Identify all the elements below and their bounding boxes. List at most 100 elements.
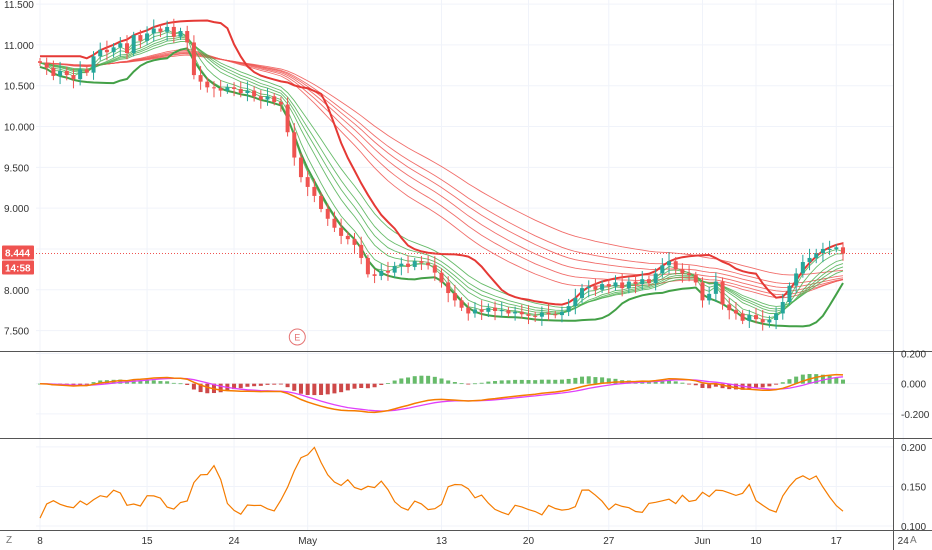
- histogram-bar: [238, 383, 243, 389]
- candle-body: [439, 272, 444, 283]
- candle-body: [44, 62, 49, 68]
- slow-ema-line: [39, 54, 844, 276]
- oscillator-pane: [37, 373, 846, 414]
- histogram-bar: [158, 381, 163, 384]
- candle-body: [526, 314, 531, 316]
- candle-body: [794, 273, 799, 286]
- axis-tick-label: 0.000: [901, 380, 926, 391]
- histogram-bar: [392, 380, 397, 384]
- histogram-bar: [359, 383, 364, 389]
- histogram-bar: [419, 375, 424, 384]
- date-tick-label: 10: [750, 536, 762, 547]
- histogram-bar: [439, 378, 444, 384]
- histogram-bar: [774, 383, 779, 385]
- candle-body: [827, 248, 832, 250]
- candle-body: [191, 42, 196, 76]
- candle-body: [104, 49, 109, 53]
- histogram-bar: [84, 383, 89, 385]
- candle-body: [546, 312, 551, 315]
- histogram-bar: [399, 378, 404, 384]
- candle-body: [727, 304, 732, 311]
- candle-body: [198, 75, 203, 82]
- histogram-bar: [707, 383, 712, 389]
- histogram-bar: [98, 380, 103, 384]
- candle-body: [780, 302, 785, 314]
- histogram-bar: [185, 383, 190, 385]
- histogram-bar: [138, 380, 143, 384]
- histogram-bar: [673, 381, 678, 384]
- candle-body: [446, 282, 451, 294]
- slow-ema-line: [39, 53, 844, 284]
- candle-body: [379, 271, 384, 276]
- histogram-bar: [519, 379, 524, 384]
- histogram-bar: [606, 378, 611, 384]
- histogram-bar: [205, 383, 210, 394]
- candle-body: [58, 71, 63, 76]
- price-axis: 11.50011.00010.50010.0009.5009.0008.5008…: [2, 0, 930, 533]
- histogram-bar: [586, 376, 591, 384]
- histogram-bar: [700, 383, 705, 388]
- date-tick-label: 15: [142, 536, 154, 547]
- histogram-bar: [546, 379, 551, 384]
- histogram-bar: [332, 383, 337, 394]
- candle-body: [385, 271, 390, 273]
- candle-body: [593, 286, 598, 290]
- histogram-bar: [646, 382, 651, 384]
- histogram-bar: [151, 380, 156, 384]
- histogram-bar: [452, 382, 457, 384]
- candle-body: [332, 218, 337, 228]
- histogram-bar: [667, 380, 672, 384]
- histogram-bar: [352, 383, 357, 389]
- candle-body: [232, 87, 237, 89]
- candle-body: [693, 275, 698, 283]
- candle-body: [245, 90, 250, 94]
- candle-body: [312, 186, 317, 196]
- histogram-bar: [305, 383, 310, 395]
- candle-body: [760, 319, 765, 323]
- histogram-bar: [278, 383, 283, 385]
- histogram-bar: [292, 383, 297, 391]
- candle-body: [185, 31, 190, 43]
- histogram-bar: [653, 381, 658, 384]
- histogram-bar: [513, 379, 518, 384]
- histogram-bar: [814, 374, 819, 384]
- candle-body: [131, 35, 136, 54]
- candle-body: [178, 31, 183, 37]
- histogram-bar: [566, 378, 571, 384]
- candle-body: [352, 239, 357, 245]
- candle-body: [165, 26, 170, 32]
- histogram-bar: [539, 379, 544, 384]
- candle-body: [298, 157, 303, 178]
- corner-right-label[interactable]: A: [910, 535, 917, 546]
- candle-body: [479, 309, 484, 312]
- date-tick-label: Jun: [694, 536, 710, 547]
- candle-body: [566, 306, 571, 312]
- volatility-line: [39, 446, 844, 519]
- candle-body: [807, 257, 812, 263]
- candle-body: [372, 274, 377, 276]
- candle-body: [399, 263, 404, 267]
- candle-body: [626, 281, 631, 289]
- histogram-bar: [479, 382, 484, 384]
- countdown-badge: [2, 260, 34, 275]
- candle-body: [258, 96, 263, 100]
- candle-body: [432, 265, 437, 273]
- candle-body: [218, 88, 223, 91]
- volatility-pane: [39, 446, 844, 519]
- candle-body: [285, 104, 290, 133]
- corner-left-label[interactable]: Z: [6, 535, 12, 546]
- histogram-bar: [345, 383, 350, 391]
- candle-body: [265, 96, 270, 100]
- histogram-bar: [780, 382, 785, 384]
- candle-body: [834, 247, 839, 249]
- axis-tick-label: -0.200: [901, 410, 930, 421]
- candle-body: [606, 284, 611, 287]
- candle-body: [158, 28, 163, 32]
- candle-body: [365, 257, 370, 275]
- candle-body: [667, 261, 672, 266]
- candle-body: [713, 281, 718, 294]
- candle-body: [767, 319, 772, 323]
- candle-body: [646, 279, 651, 284]
- histogram-bar: [258, 383, 263, 386]
